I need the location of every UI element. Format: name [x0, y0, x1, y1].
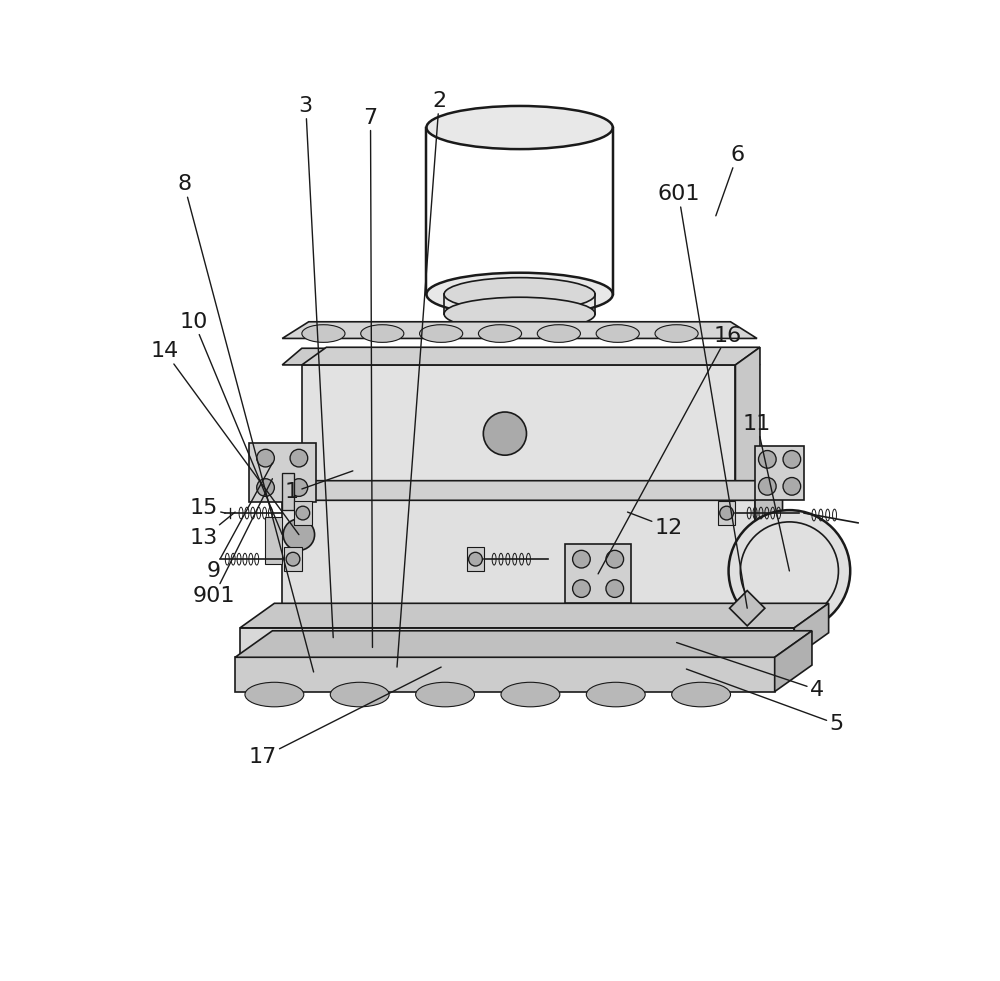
Text: 5: 5 [686, 669, 844, 734]
Circle shape [729, 510, 850, 632]
Ellipse shape [251, 648, 308, 672]
Ellipse shape [501, 683, 560, 706]
Text: 11: 11 [743, 414, 789, 571]
Polygon shape [282, 322, 757, 338]
Text: 16: 16 [598, 326, 742, 574]
Polygon shape [235, 631, 812, 657]
Bar [284, 547, 302, 571]
Ellipse shape [302, 325, 345, 342]
Text: 601: 601 [657, 184, 747, 608]
Circle shape [573, 580, 590, 597]
Ellipse shape [658, 648, 715, 672]
Text: 1: 1 [285, 471, 353, 502]
Polygon shape [775, 631, 812, 692]
Circle shape [573, 550, 590, 568]
Text: 10: 10 [180, 312, 282, 535]
Ellipse shape [426, 273, 613, 316]
Bar [302, 365, 735, 500]
Text: 15: 15 [190, 498, 225, 518]
Ellipse shape [414, 648, 471, 672]
Ellipse shape [672, 683, 731, 706]
Polygon shape [282, 348, 760, 365]
Text: 8: 8 [177, 175, 314, 672]
Circle shape [290, 479, 308, 496]
Text: 7: 7 [363, 108, 378, 647]
Bar [755, 445, 804, 499]
Bar [565, 544, 631, 603]
Ellipse shape [361, 325, 404, 342]
Text: 901: 901 [192, 479, 272, 606]
Polygon shape [755, 608, 783, 638]
Bar [282, 473, 294, 510]
Bar [718, 501, 735, 525]
Circle shape [758, 450, 776, 468]
Ellipse shape [655, 325, 698, 342]
Text: 12: 12 [628, 512, 683, 538]
Bar [282, 500, 755, 628]
Polygon shape [735, 347, 760, 500]
Circle shape [606, 550, 624, 568]
Circle shape [783, 450, 801, 468]
Polygon shape [240, 603, 829, 628]
Polygon shape [302, 347, 760, 365]
Text: 14: 14 [150, 341, 299, 535]
Ellipse shape [420, 325, 463, 342]
Text: 6: 6 [716, 145, 744, 216]
Ellipse shape [495, 648, 552, 672]
Ellipse shape [596, 325, 639, 342]
Polygon shape [794, 603, 829, 657]
Circle shape [286, 552, 300, 566]
Circle shape [296, 506, 310, 520]
Polygon shape [730, 591, 765, 626]
Polygon shape [755, 481, 783, 628]
Ellipse shape [478, 325, 522, 342]
Circle shape [720, 506, 733, 520]
Bar [467, 547, 484, 571]
Bar [235, 657, 775, 692]
Text: 2: 2 [397, 91, 446, 667]
Circle shape [606, 580, 624, 597]
Ellipse shape [330, 683, 389, 706]
Circle shape [290, 449, 308, 467]
Ellipse shape [586, 683, 645, 706]
Bar [240, 628, 794, 657]
Circle shape [283, 519, 315, 550]
Ellipse shape [332, 648, 389, 672]
Bar [249, 443, 316, 502]
Circle shape [483, 412, 526, 455]
Text: 4: 4 [677, 643, 824, 699]
Text: 9: 9 [206, 463, 272, 581]
Bar [265, 517, 282, 564]
Ellipse shape [577, 648, 633, 672]
Circle shape [758, 478, 776, 495]
Ellipse shape [444, 278, 595, 311]
Ellipse shape [416, 683, 474, 706]
Circle shape [257, 479, 274, 496]
Circle shape [469, 552, 482, 566]
Polygon shape [282, 481, 783, 500]
Bar [294, 501, 312, 525]
Ellipse shape [444, 297, 595, 331]
Ellipse shape [426, 106, 613, 149]
Ellipse shape [245, 683, 304, 706]
Text: 17: 17 [248, 667, 441, 767]
Circle shape [783, 478, 801, 495]
Text: 13: 13 [190, 512, 235, 547]
Circle shape [257, 449, 274, 467]
Ellipse shape [537, 325, 580, 342]
Text: 3: 3 [299, 96, 333, 638]
